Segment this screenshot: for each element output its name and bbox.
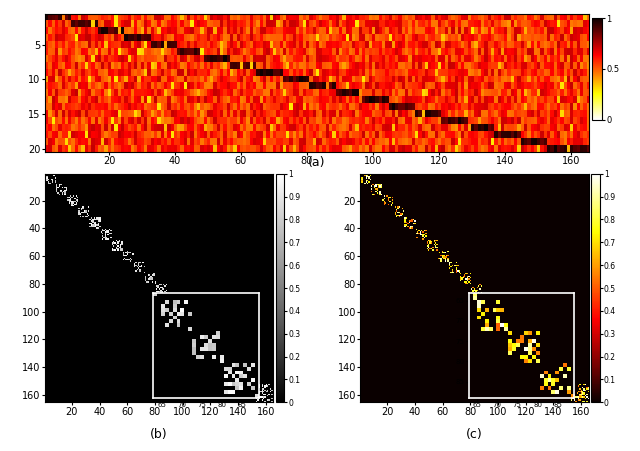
X-axis label: (b): (b) bbox=[150, 428, 168, 441]
Text: (a): (a) bbox=[308, 156, 326, 170]
X-axis label: (c): (c) bbox=[466, 428, 483, 441]
